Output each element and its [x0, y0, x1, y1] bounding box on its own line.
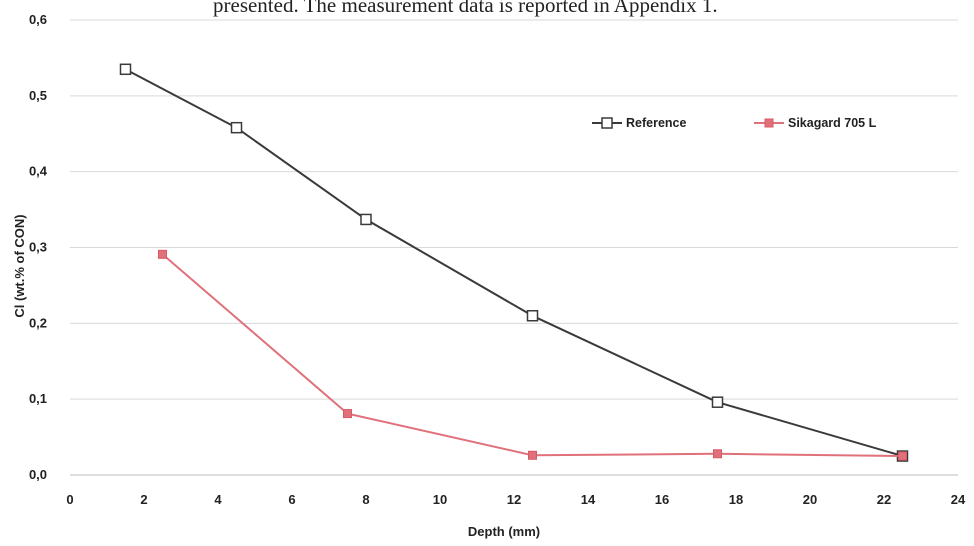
series-sikagard-705-l-point: [528, 450, 537, 460]
series-reference-point: [230, 121, 243, 134]
x-tick-label: 24: [951, 492, 966, 507]
x-tick-label: 16: [655, 492, 669, 507]
x-tick-label: 8: [362, 492, 369, 507]
y-tick-label: 0,0: [29, 467, 47, 482]
series-lines: [119, 63, 909, 462]
x-tick-label: 4: [214, 492, 222, 507]
page-header-text: presented. The measurement data is repor…: [213, 0, 718, 17]
y-tick-label: 0,1: [29, 391, 47, 406]
x-axis-title: Depth (mm): [468, 524, 540, 539]
series-reference-line: [125, 68, 903, 457]
series-reference-point: [526, 310, 539, 322]
x-tick-label: 12: [507, 492, 521, 507]
x-tick-label: 20: [803, 492, 817, 507]
legend-reference-label: Reference: [626, 116, 686, 130]
x-tick-label: 6: [288, 492, 295, 507]
y-tick-label: 0,6: [29, 12, 47, 27]
series-sikagard-705-l-point: [713, 449, 722, 459]
series-sikagard-705-l-line: [161, 253, 903, 457]
legend-reference-marker: [601, 117, 613, 129]
y-axis-title: Cl (wt.% of CON): [12, 214, 27, 317]
legend: Reference Sikagard 705 L: [592, 116, 877, 130]
x-tick-label: 0: [66, 492, 73, 507]
series-reference-point: [360, 213, 372, 226]
x-tick-label: 2: [140, 492, 147, 507]
grid-lines: [70, 19, 958, 400]
series-sikagard-705-l-point: [158, 249, 167, 259]
y-tick-labels: 0,0 0,1 0,2 0,3 0,4 0,5 0,6: [29, 12, 48, 482]
series-reference-point: [711, 396, 724, 408]
y-tick-label: 0,5: [29, 88, 47, 103]
x-tick-label: 18: [729, 492, 743, 507]
y-tick-label: 0,4: [29, 164, 48, 179]
legend-sikagard-marker: [764, 118, 774, 128]
x-tick-label: 10: [433, 492, 447, 507]
series-sikagard-705-l-point: [343, 409, 352, 419]
legend-sikagard-label: Sikagard 705 L: [788, 116, 877, 130]
x-tick-label: 22: [877, 492, 891, 507]
x-tick-label: 14: [581, 492, 596, 507]
series-reference-point: [119, 63, 132, 76]
series-sikagard-705-l-point: [898, 451, 907, 461]
y-tick-label: 0,3: [29, 240, 47, 255]
y-tick-label: 0,2: [29, 315, 47, 330]
x-tick-labels: 0 2 4 6 8 10 12 14 16 18 20 22 24: [66, 492, 966, 507]
